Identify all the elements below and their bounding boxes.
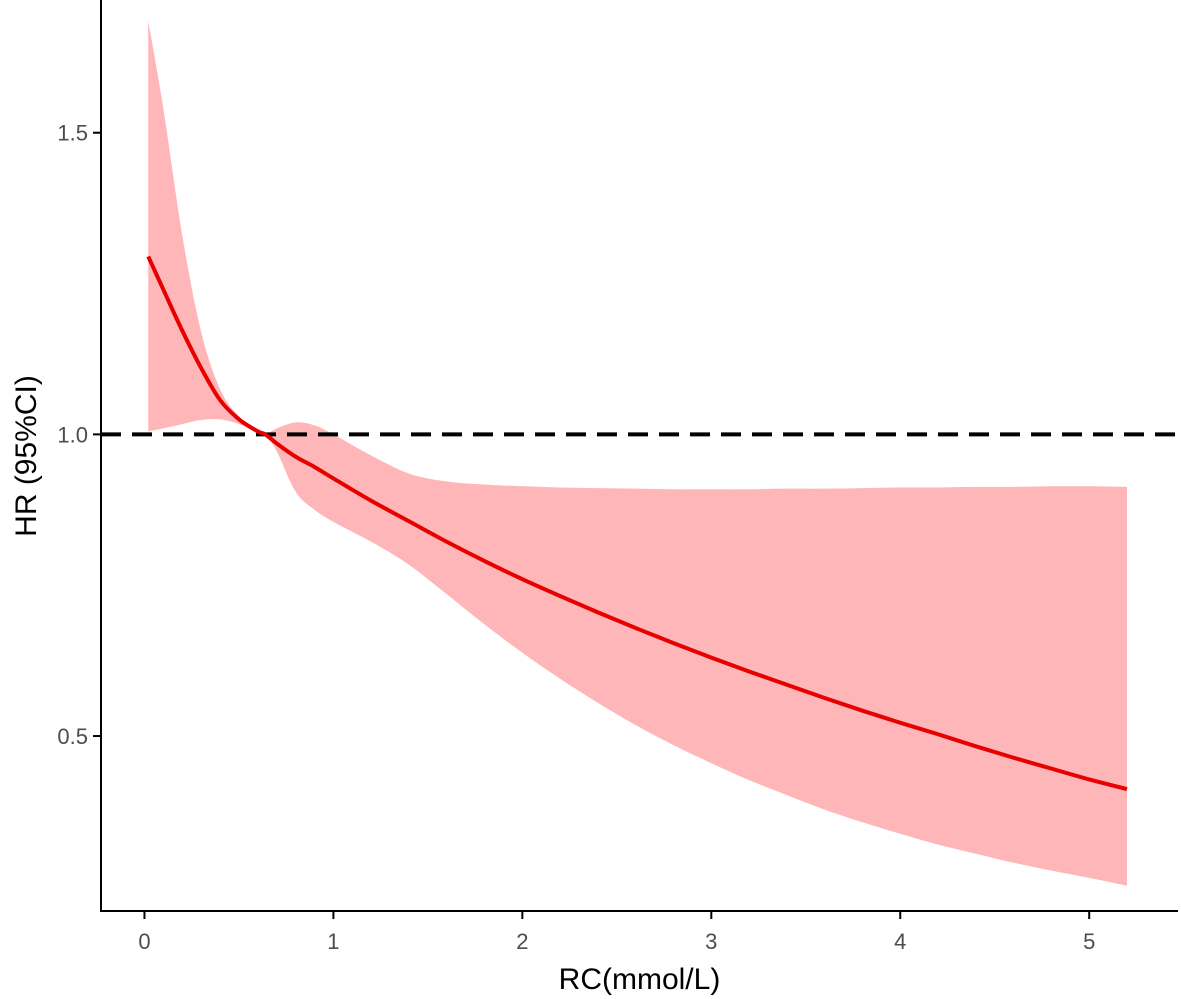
x-tick-label: 4 xyxy=(894,929,906,954)
axes-layer xyxy=(93,0,1178,919)
confidence-band xyxy=(148,21,1127,886)
x-axis-title: RC(mmol/L) xyxy=(559,963,721,996)
y-axis-title: HR (95%CI) xyxy=(10,375,43,537)
x-tick-label: 2 xyxy=(516,929,528,954)
y-tick-label: 1.0 xyxy=(57,422,88,447)
x-tick-label: 5 xyxy=(1083,929,1095,954)
x-tick-label: 3 xyxy=(705,929,717,954)
x-tick-label: 0 xyxy=(138,929,150,954)
x-tick-label: 1 xyxy=(327,929,339,954)
hr-curve-line xyxy=(146,255,1128,792)
hr-curve-layer xyxy=(146,255,1128,792)
y-tick-label: 1.5 xyxy=(57,121,88,146)
axis-labels-layer: 0 1 2 3 4 5 0.5 1.0 1.5 RC(mmol/L) HR (95%CI) xyxy=(10,121,1095,996)
confidence-band-layer xyxy=(148,21,1127,886)
y-tick-label: 0.5 xyxy=(57,724,88,749)
